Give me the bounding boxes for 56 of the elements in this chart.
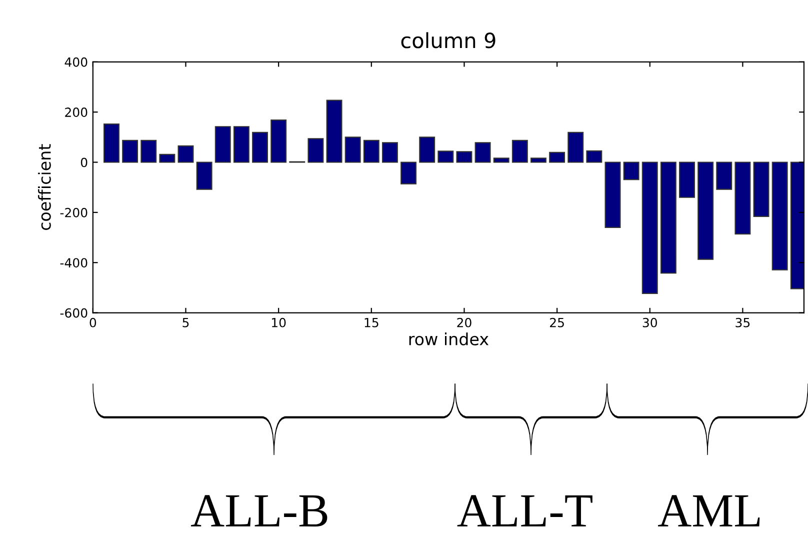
bar (716, 162, 732, 190)
text: ALL-T (457, 495, 592, 526)
x-tick-label: 20 (457, 318, 472, 328)
bar (623, 162, 640, 180)
x-tick-label: 30 (642, 318, 657, 328)
bar (214, 126, 231, 163)
bar (604, 162, 621, 228)
bar (549, 152, 566, 163)
bar (344, 136, 361, 163)
bar (474, 142, 491, 163)
x-tick-label: 5 (182, 318, 189, 328)
bar (252, 132, 268, 163)
bar (568, 132, 584, 163)
bar (438, 150, 454, 163)
bar (270, 120, 287, 163)
bar (159, 154, 176, 163)
bar (363, 140, 380, 163)
chart-title: column 9 (401, 32, 496, 48)
bar (586, 150, 602, 163)
x-tick-label: 35 (736, 318, 750, 328)
bar (772, 162, 788, 270)
bar (140, 140, 157, 163)
bar (400, 162, 417, 184)
bar (679, 162, 695, 198)
bar (326, 100, 342, 163)
bar (308, 138, 324, 163)
bar (178, 145, 194, 163)
x-tick-label: 0 (90, 318, 96, 328)
bar (382, 142, 398, 163)
y-tick-label: -200 (60, 208, 88, 218)
x-tick-label: 15 (364, 318, 378, 328)
bar (512, 140, 528, 163)
bar (753, 162, 770, 217)
bar (233, 126, 250, 163)
x-axis-title: row index (409, 332, 488, 346)
y-tick-label: -600 (60, 308, 88, 318)
bar (122, 140, 138, 163)
bar (698, 162, 714, 260)
bar (456, 151, 472, 163)
bar (493, 158, 510, 163)
text: AML (658, 495, 760, 526)
bar (530, 158, 546, 163)
x-tick-label: 25 (550, 318, 564, 328)
y-axis-title: coefficient (38, 144, 51, 230)
bar (196, 162, 212, 190)
bar (734, 162, 751, 235)
bar (660, 162, 676, 274)
y-tick-label: 400 (64, 57, 88, 67)
bar (104, 124, 120, 163)
y-tick-label: 0 (80, 158, 88, 168)
bar (642, 162, 658, 294)
text: ALL-B (190, 495, 328, 526)
x-tick-label: 10 (272, 318, 286, 328)
y-tick-label: -400 (60, 258, 88, 268)
y-tick-label: 200 (65, 108, 88, 117)
bar (419, 136, 436, 163)
